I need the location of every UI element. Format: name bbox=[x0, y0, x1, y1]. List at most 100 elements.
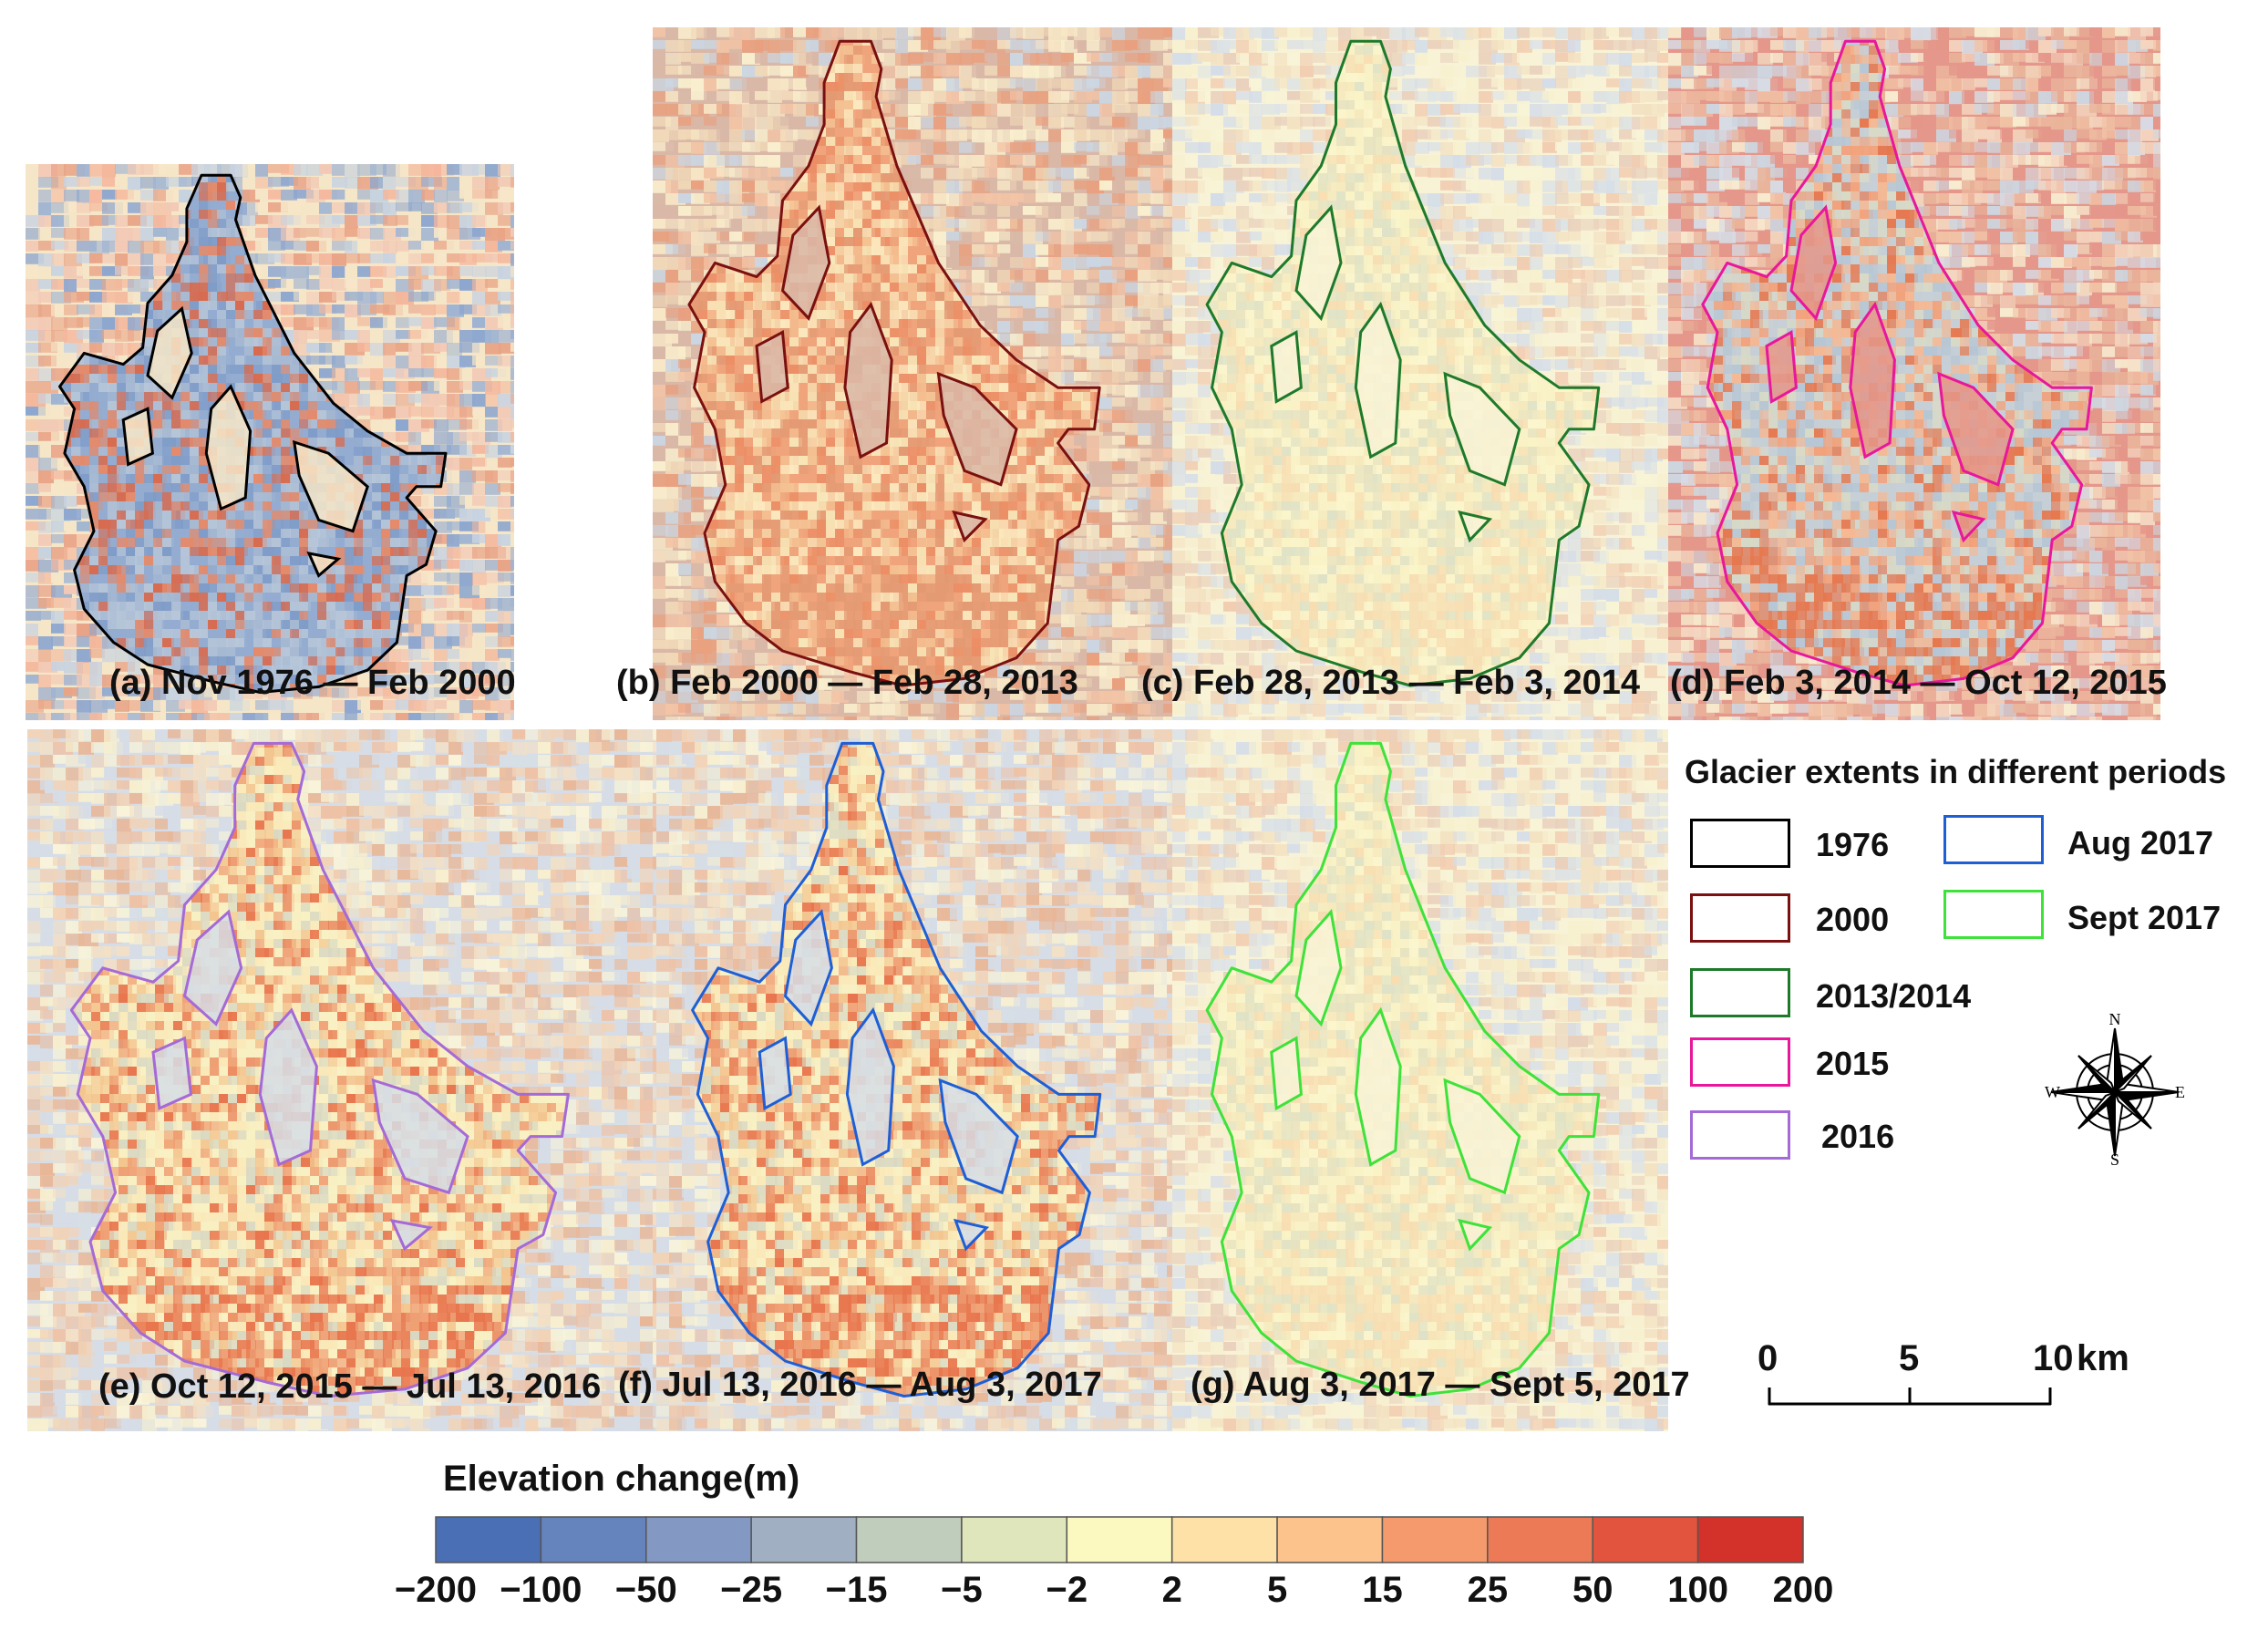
colorbar-tick-label: 15 bbox=[1362, 1570, 1403, 1611]
nunatak-outline bbox=[1354, 301, 1402, 459]
colorbar-swatch bbox=[1276, 1516, 1384, 1563]
legend-label-2016: 2016 bbox=[1821, 1118, 1894, 1156]
colorbar-swatch bbox=[1696, 1516, 1804, 1563]
nunatak-outline bbox=[1937, 371, 2015, 487]
glacier-outline bbox=[58, 173, 448, 694]
legend-swatch-2016 bbox=[1690, 1110, 1790, 1160]
map-panel-f bbox=[656, 729, 1172, 1431]
scale-unit: km bbox=[2077, 1338, 2129, 1379]
compass-w: W bbox=[2045, 1083, 2060, 1101]
colorbar-swatch bbox=[1170, 1516, 1278, 1563]
legend-label-aug-2017: Aug 2017 bbox=[2067, 824, 2213, 862]
legend-swatch-1976 bbox=[1690, 819, 1790, 868]
colorbar-tick-label: −5 bbox=[941, 1570, 983, 1611]
legend-label-sept-2017: Sept 2017 bbox=[2067, 899, 2221, 937]
nunatak-outline bbox=[1458, 1218, 1493, 1252]
colorbar-swatch bbox=[1381, 1516, 1489, 1563]
glacier-outline bbox=[1205, 741, 1601, 1398]
legend-label-2015: 2015 bbox=[1816, 1045, 1889, 1083]
map-panel-g bbox=[1172, 729, 1668, 1431]
nunatak-outline bbox=[755, 330, 789, 404]
colorbar-tick-label: 2 bbox=[1162, 1570, 1182, 1611]
compass-n: N bbox=[2109, 1012, 2121, 1028]
legend-label-2013-2014: 2013/2014 bbox=[1816, 977, 1971, 1016]
compass-s: S bbox=[2110, 1150, 2119, 1167]
caption-e: (e) Oct 12, 2015 — Jul 13, 2016 bbox=[98, 1367, 601, 1407]
nunatak-outline bbox=[1765, 329, 1798, 404]
colorbar-swatch bbox=[1066, 1516, 1173, 1563]
caption-b: (b) Feb 2000 — Feb 28, 2013 bbox=[616, 664, 1078, 703]
elevation-map-f bbox=[656, 729, 1172, 1431]
nunatak-outline bbox=[306, 551, 342, 578]
nunatak-outline bbox=[845, 1006, 895, 1167]
nunatak-outline bbox=[151, 1036, 193, 1111]
colorbar-tick-label: −2 bbox=[1046, 1570, 1088, 1611]
glacier-outline bbox=[1205, 39, 1601, 687]
nunatak-outline bbox=[1951, 510, 1986, 543]
nunatak-outline bbox=[1294, 204, 1343, 322]
scale-label-10: 10 bbox=[2033, 1338, 2074, 1379]
nunatak-outline bbox=[1443, 371, 1521, 487]
legend-swatch-2000 bbox=[1690, 893, 1790, 943]
colorbar-swatch bbox=[750, 1516, 858, 1563]
map-panel-e bbox=[27, 729, 656, 1431]
legend-swatch-sept-2017 bbox=[1943, 890, 2044, 939]
nunatak-outline bbox=[371, 1078, 469, 1195]
elevation-map-a bbox=[26, 164, 514, 720]
scale-bar-line bbox=[1768, 1388, 2052, 1406]
colorbar-tick-label: −100 bbox=[500, 1570, 582, 1611]
map-panel-d bbox=[1668, 27, 2160, 720]
colorbar-tick-label: −25 bbox=[720, 1570, 782, 1611]
legend-label-1976: 1976 bbox=[1816, 826, 1889, 864]
colorbar-tick-label: −50 bbox=[615, 1570, 677, 1611]
colorbar-swatch bbox=[1592, 1516, 1699, 1563]
elevation-map-c bbox=[1172, 27, 1668, 720]
glacier-outline bbox=[69, 741, 570, 1398]
legend-swatch-2015 bbox=[1690, 1037, 1790, 1087]
colorbar bbox=[435, 1516, 1804, 1563]
nunatak-outline bbox=[1789, 204, 1838, 322]
caption-f: (f) Jul 13, 2016 — Aug 3, 2017 bbox=[618, 1366, 1102, 1405]
nunatak-outline bbox=[938, 1078, 1019, 1195]
nunatak-outline bbox=[146, 305, 193, 400]
caption-d: (d) Feb 3, 2014 — Oct 12, 2015 bbox=[1670, 664, 2167, 703]
nunatak-outline bbox=[843, 301, 893, 459]
colorbar-title: Elevation change(m) bbox=[443, 1459, 799, 1500]
nunatak-outline bbox=[258, 1007, 318, 1167]
legend-swatch-aug-2017 bbox=[1943, 815, 2044, 864]
glacier-outline bbox=[691, 741, 1102, 1398]
colorbar-tick-label: −200 bbox=[395, 1570, 477, 1611]
caption-a: (a) Nov 1976 — Feb 2000 bbox=[109, 664, 516, 703]
nunatak-outline bbox=[783, 908, 833, 1027]
map-panel-b bbox=[653, 27, 1172, 720]
elevation-map-d bbox=[1668, 27, 2160, 720]
scale-label-0: 0 bbox=[1758, 1338, 1778, 1379]
nunatak-outline bbox=[1354, 1006, 1402, 1167]
compass-e: E bbox=[2175, 1083, 2185, 1101]
colorbar-tick-label: 5 bbox=[1267, 1570, 1287, 1611]
nunatak-outline bbox=[204, 384, 253, 511]
glacier-outline bbox=[687, 39, 1101, 687]
colorbar-tick-label: 200 bbox=[1773, 1570, 1834, 1611]
compass-rose-icon: N S E W bbox=[2045, 1012, 2185, 1167]
colorbar-tick-label: 25 bbox=[1468, 1570, 1509, 1611]
nunatak-outline bbox=[1270, 329, 1303, 404]
nunatak-outline bbox=[758, 1036, 792, 1111]
colorbar-tick-label: 100 bbox=[1667, 1570, 1728, 1611]
nunatak-outline bbox=[389, 1219, 434, 1252]
colorbar-swatch bbox=[1487, 1516, 1593, 1563]
nunatak-outline bbox=[780, 204, 831, 321]
nunatak-outline bbox=[121, 407, 155, 467]
scale-label-5: 5 bbox=[1899, 1338, 1919, 1379]
nunatak-outline bbox=[182, 909, 243, 1026]
nunatak-outline bbox=[952, 510, 988, 543]
caption-c: (c) Feb 28, 2013 — Feb 3, 2014 bbox=[1141, 664, 1640, 703]
map-panel-c bbox=[1172, 27, 1668, 720]
legend-label-2000: 2000 bbox=[1816, 901, 1889, 939]
caption-g: (g) Aug 3, 2017 — Sept 5, 2017 bbox=[1191, 1366, 1690, 1405]
nunatak-outline bbox=[953, 1218, 990, 1252]
nunatak-outline bbox=[1294, 908, 1343, 1027]
nunatak-outline bbox=[936, 371, 1018, 487]
legend-title: Glacier extents in different periods bbox=[1685, 753, 2226, 791]
colorbar-swatch bbox=[540, 1516, 647, 1563]
